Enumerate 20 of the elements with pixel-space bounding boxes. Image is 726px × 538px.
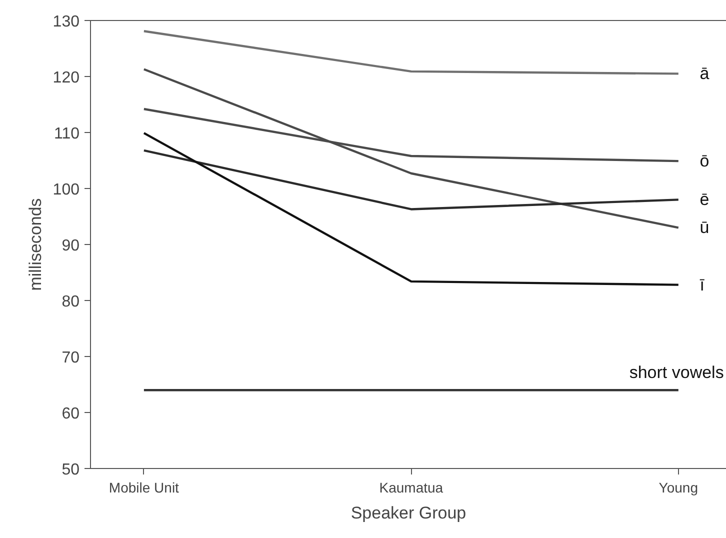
y-tick-label: 110 [54, 126, 80, 142]
y-tick-label: 70 [62, 350, 80, 366]
series-label: ā [700, 64, 710, 84]
y-tick-label: 90 [62, 238, 80, 254]
x-tick-label: Kaumatua [379, 480, 444, 496]
series-label: ē [700, 190, 710, 210]
x-axis-title: Speaker Group [350, 504, 466, 522]
series-label: ī [700, 275, 705, 294]
y-tick-label: 130 [52, 14, 80, 30]
x-tick-label: Mobile Unit [108, 480, 180, 496]
y-tick-label: 100 [52, 182, 80, 198]
series-label: ū [700, 218, 710, 238]
y-tick-label: 60 [62, 406, 80, 422]
y-tick-label: 80 [62, 294, 80, 310]
series-label: ō [700, 152, 710, 171]
series-label: short vowels [629, 363, 724, 382]
x-tick-label: Young [658, 480, 698, 496]
y-tick-label: 50 [62, 462, 80, 478]
y-tick-label: 120 [52, 70, 80, 86]
y-axis-title: milliseconds [26, 198, 45, 291]
